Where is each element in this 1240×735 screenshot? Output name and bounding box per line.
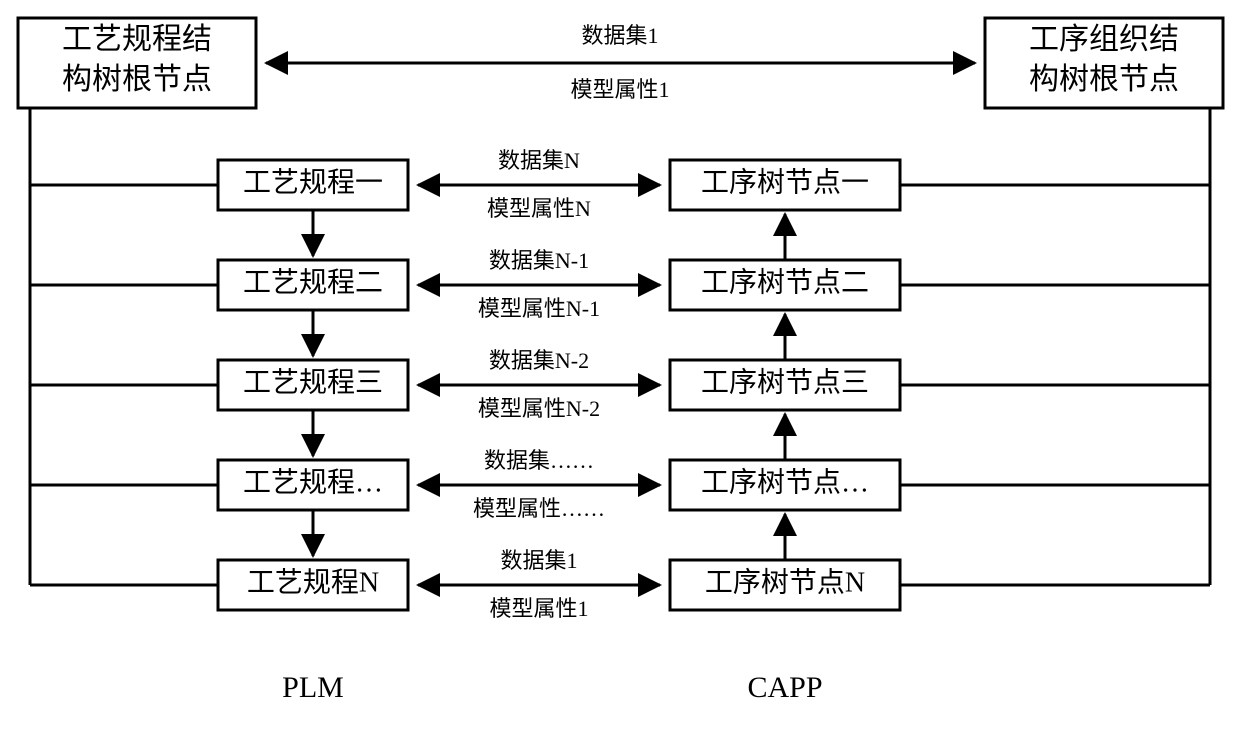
row-edge-bottom: 模型属性1 — [489, 596, 588, 621]
left-node-label: 工艺规程一 — [243, 166, 383, 198]
left-node-label: 工艺规程N — [247, 566, 379, 598]
right-node-label: 工序树节点一 — [701, 166, 869, 198]
row-edge-top: 数据集1 — [500, 548, 577, 573]
left-node-label: 工艺规程… — [243, 466, 383, 498]
right-node-label: 工序树节点N — [705, 566, 865, 598]
root-right-line2: 构树根节点 — [1029, 63, 1179, 96]
footer-right: CAPP — [747, 671, 822, 704]
top-edge: 数据集1 模型属性1 — [266, 23, 975, 102]
right-node-label: 工序树节点二 — [701, 266, 869, 298]
row-edge-top: 数据集N-1 — [489, 248, 589, 273]
row-edge-bottom: 模型属性N-1 — [478, 296, 600, 321]
root-left-line1: 工艺规程结 — [62, 23, 212, 56]
row-edge-top: 数据集N-2 — [489, 348, 589, 373]
row-edge-bottom: 模型属性…… — [473, 496, 605, 521]
top-edge-top: 数据集1 — [581, 23, 658, 48]
left-node-label: 工艺规程二 — [243, 266, 383, 298]
right-node-label: 工序树节点三 — [701, 366, 869, 398]
row-edge-top: 数据集…… — [484, 448, 594, 473]
row-edge-bottom: 模型属性N-2 — [478, 396, 600, 421]
root-left: 工艺规程结 构树根节点 — [18, 18, 256, 108]
left-node-label: 工艺规程三 — [243, 366, 383, 398]
footer-left: PLM — [282, 671, 344, 704]
right-node-label: 工序树节点… — [701, 466, 869, 498]
row-edge-top: 数据集N — [498, 148, 580, 173]
root-left-line2: 构树根节点 — [62, 63, 212, 96]
root-right: 工序组织结 构树根节点 — [985, 18, 1223, 108]
row-edge-bottom: 模型属性N — [487, 196, 591, 221]
root-right-line1: 工序组织结 — [1029, 23, 1179, 56]
top-edge-bottom: 模型属性1 — [570, 77, 669, 102]
